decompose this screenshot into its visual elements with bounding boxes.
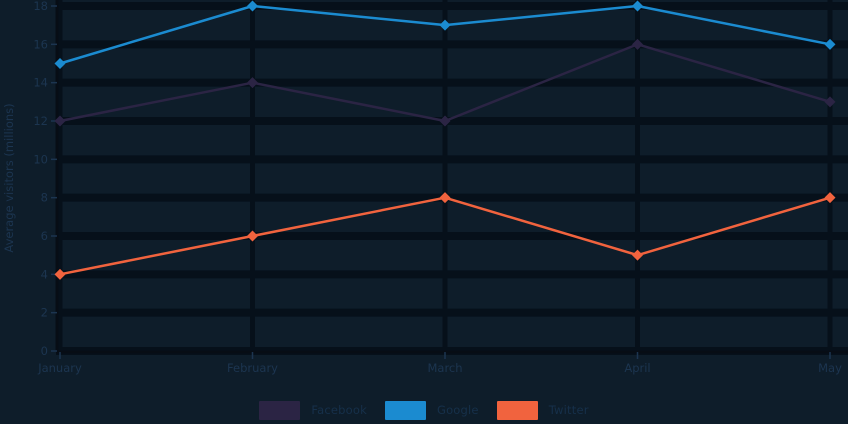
x-tick-label: March — [427, 361, 462, 375]
legend-label: Twitter — [548, 403, 589, 417]
data-point-facebook — [247, 77, 258, 89]
legend-label: Google — [436, 403, 479, 417]
data-series — [54, 0, 836, 280]
x-axis-ticks: January February March April May — [37, 352, 842, 375]
y-tick-label: 18 — [33, 0, 48, 13]
y-tick-label: 4 — [41, 267, 48, 281]
data-point-facebook — [439, 115, 451, 127]
legend-item-twitter[interactable]: Twitter — [496, 400, 589, 420]
y-tick-label: 10 — [33, 152, 48, 166]
legend-swatch — [259, 400, 301, 420]
x-tick-label: January — [37, 361, 82, 375]
y-tick-label: 16 — [33, 37, 48, 51]
y-tick-label: 14 — [33, 76, 48, 90]
data-point-google — [439, 19, 451, 31]
chart-legend: Facebook Google Twitter — [0, 398, 848, 422]
y-tick-label: 6 — [41, 229, 48, 243]
axis-spines — [55, 0, 848, 354]
vertical-gridlines — [57, 0, 833, 352]
data-point-twitter — [439, 192, 451, 204]
y-tick-label: 0 — [41, 344, 48, 358]
y-axis-title: Average visitors (millions) — [2, 103, 16, 252]
data-point-google — [632, 0, 643, 12]
y-tick-label: 8 — [41, 191, 48, 205]
data-point-google — [824, 38, 836, 50]
data-point-twitter — [247, 230, 258, 242]
data-point-facebook — [54, 115, 66, 127]
data-point-facebook — [824, 96, 836, 108]
x-tick-label: February — [227, 361, 278, 375]
x-tick-label: May — [818, 361, 842, 375]
legend-item-google[interactable]: Google — [384, 400, 479, 420]
data-point-twitter — [824, 192, 836, 204]
data-point-google — [247, 0, 258, 12]
x-tick-label: April — [624, 361, 650, 375]
legend-label: Facebook — [311, 403, 367, 417]
data-point-google — [54, 58, 66, 69]
data-point-facebook — [632, 38, 643, 50]
legend-swatch — [384, 400, 426, 420]
data-point-twitter — [632, 249, 643, 261]
horizontal-gridlines — [56, 2, 848, 355]
legend-swatch — [496, 400, 538, 420]
y-tick-label: 12 — [33, 114, 48, 128]
data-point-twitter — [54, 268, 66, 280]
legend-item-facebook[interactable]: Facebook — [259, 400, 367, 420]
y-tick-label: 2 — [41, 306, 48, 320]
y-axis-ticks: 0 2 4 6 8 10 12 14 16 18 — [33, 0, 57, 358]
